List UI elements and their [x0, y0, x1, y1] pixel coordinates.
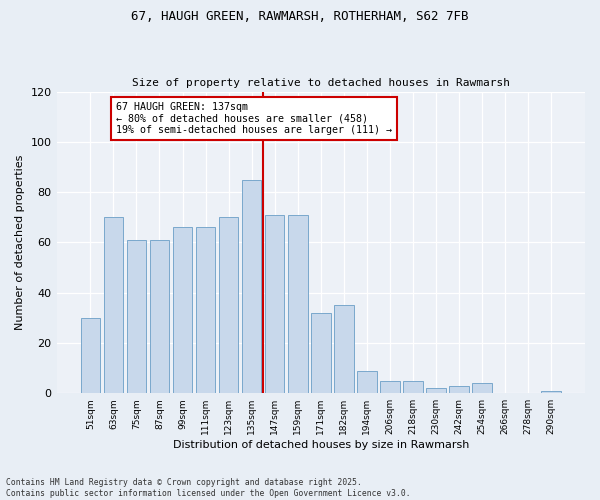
Bar	[357, 370, 377, 393]
Text: 67, HAUGH GREEN, RAWMARSH, ROTHERHAM, S62 7FB: 67, HAUGH GREEN, RAWMARSH, ROTHERHAM, S6…	[131, 10, 469, 23]
Bar	[541, 390, 561, 393]
Title: Size of property relative to detached houses in Rawmarsh: Size of property relative to detached ho…	[132, 78, 510, 88]
Bar	[219, 217, 238, 393]
Bar	[426, 388, 446, 393]
Bar	[288, 214, 308, 393]
Bar	[104, 217, 123, 393]
Bar	[380, 380, 400, 393]
Bar	[149, 240, 169, 393]
Bar	[334, 305, 353, 393]
Text: Contains HM Land Registry data © Crown copyright and database right 2025.
Contai: Contains HM Land Registry data © Crown c…	[6, 478, 410, 498]
Bar	[449, 386, 469, 393]
Bar	[80, 318, 100, 393]
X-axis label: Distribution of detached houses by size in Rawmarsh: Distribution of detached houses by size …	[173, 440, 469, 450]
Bar	[242, 180, 262, 393]
Bar	[265, 214, 284, 393]
Text: 67 HAUGH GREEN: 137sqm
← 80% of detached houses are smaller (458)
19% of semi-de: 67 HAUGH GREEN: 137sqm ← 80% of detached…	[116, 102, 392, 135]
Bar	[403, 380, 423, 393]
Bar	[311, 313, 331, 393]
Bar	[196, 228, 215, 393]
Bar	[127, 240, 146, 393]
Bar	[173, 228, 193, 393]
Y-axis label: Number of detached properties: Number of detached properties	[15, 154, 25, 330]
Bar	[472, 383, 492, 393]
